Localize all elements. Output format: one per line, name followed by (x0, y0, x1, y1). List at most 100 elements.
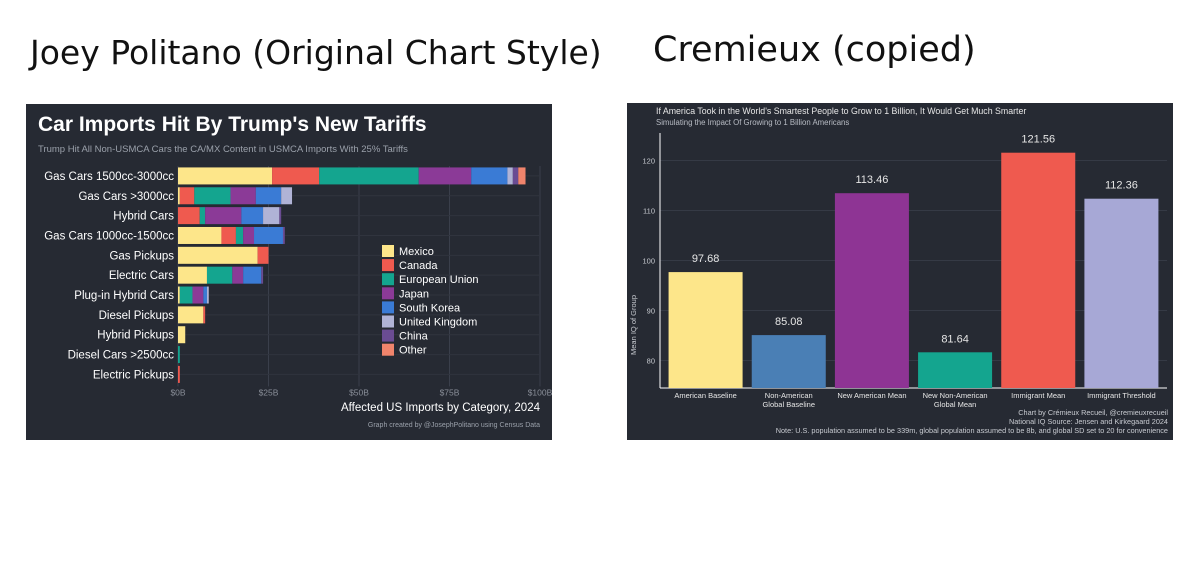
legend-label: Mexico (399, 246, 434, 258)
category-label: Diesel Pickups (99, 310, 175, 322)
bar-segment (203, 286, 207, 304)
bar-segment (192, 286, 204, 304)
bar-segment (254, 226, 283, 244)
category-label-line: Global Baseline (762, 400, 815, 409)
bar (751, 335, 826, 388)
chart-caption: Graph created by @JosephPolitano using C… (368, 422, 540, 429)
category-label: Immigrant Mean (1011, 391, 1065, 400)
bar-segment (179, 187, 195, 205)
x-tick-labels: $0B $25B $50B $75B $100B (170, 387, 552, 397)
bar-segment (178, 306, 204, 324)
value-label: 85.08 (775, 316, 803, 328)
iq-chart: If America Took in the World's Smartest … (629, 106, 1169, 435)
bar-segment (232, 266, 244, 284)
bar (834, 193, 909, 388)
bar-segment (178, 266, 207, 284)
y-tick-label: 120 (642, 157, 655, 166)
category-label: Gas Cars >3000cc (78, 191, 174, 203)
iq-chart-panel: If America Took in the World's Smartest … (627, 103, 1173, 440)
chart-title: Car Imports Hit By Trump's New Tariffs (38, 113, 427, 136)
category-label-line: Global Mean (934, 400, 977, 409)
bar-segment (206, 286, 209, 304)
legend-swatch (382, 329, 394, 342)
x-tick-label: $0B (170, 387, 185, 397)
value-label: 121.56 (1021, 134, 1055, 146)
bar-segment (243, 226, 255, 244)
legend-swatch (382, 273, 394, 286)
category-label-line: Immigrant Threshold (1087, 391, 1156, 400)
category-label-line: Immigrant Mean (1011, 391, 1065, 400)
bar-segment (241, 207, 264, 225)
category-label: Hybrid Pickups (97, 330, 174, 342)
bar-segment (178, 326, 186, 344)
bar (918, 352, 993, 388)
category-label: Gas Pickups (109, 250, 174, 262)
stacked-bars (178, 167, 526, 383)
legend-label: Other (399, 345, 427, 357)
bar-segment (507, 167, 513, 185)
bar-segment (261, 266, 264, 284)
bar-segment (179, 286, 193, 304)
note-line: Chart by Crémieux Recueil, @cremieuxrecu… (1018, 408, 1168, 417)
category-label: Hybrid Cars (113, 211, 174, 223)
bar-segment (272, 167, 320, 185)
category-label: Gas Cars 1500cc-3000cc (44, 171, 174, 183)
legend-swatch (382, 343, 394, 356)
bar-segment (178, 246, 258, 264)
category-label: New Non-American Global Mean (923, 391, 988, 409)
category-label-line: American Baseline (674, 391, 737, 400)
left-heading: Joey Politano (Original Chart Style) (30, 33, 602, 72)
x-axis-label: Affected US Imports by Category, 2024 (341, 402, 541, 414)
category-label: Diesel Cars >2500cc (68, 350, 175, 362)
note-line: National IQ Source: Jensen and Kirkegaar… (1009, 417, 1168, 426)
y-gridlines (659, 133, 1167, 389)
legend-label: United Kingdom (399, 317, 477, 329)
bar-segment (178, 346, 180, 364)
category-label: Electric Pickups (93, 369, 174, 381)
bar-segment (257, 246, 269, 264)
legend-label: European Union (399, 274, 479, 286)
car-imports-chart-panel: Car Imports Hit By Trump's New Tariffs T… (26, 104, 552, 440)
bar-segment (194, 187, 231, 205)
category-label-line: Non-American (765, 391, 813, 400)
chart-subtitle: Simulating the Impact Of Growing to 1 Bi… (656, 118, 849, 127)
value-labels: 97.68 85.08 113.46 81.64 121.56 112.36 (692, 134, 1138, 346)
bar-segment (178, 167, 273, 185)
legend: Mexico Canada European Union Japan South Kor… (382, 245, 479, 357)
bar-segment (319, 167, 419, 185)
y-tick-label: 80 (647, 357, 655, 366)
y-tick-label: 100 (642, 257, 655, 266)
bar-segment (205, 207, 242, 225)
bar-segment (282, 226, 285, 244)
y-tick-labels: 80 90 100 110 120 (642, 157, 655, 366)
bar-segment (178, 187, 180, 205)
bar (1084, 198, 1159, 388)
bar-segment (243, 266, 262, 284)
y-tick-label: 110 (643, 207, 655, 216)
category-label: Gas Cars 1000cc-1500cc (44, 230, 174, 242)
bar-segment (263, 207, 280, 225)
bar-segment (203, 306, 206, 324)
value-label: 112.36 (1105, 180, 1138, 192)
bar-segment (235, 226, 244, 244)
bar-segment (178, 226, 222, 244)
x-tick-label: $75B (440, 387, 460, 397)
bar-segment (512, 167, 519, 185)
bar-segment (230, 187, 256, 205)
bar-segment (221, 226, 236, 244)
chart-title: If America Took in the World's Smartest … (656, 106, 1026, 116)
legend-label: Canada (399, 260, 438, 272)
value-label: 97.68 (692, 253, 720, 265)
y-tick-label: 90 (647, 307, 655, 316)
y-axis-label: Mean IQ of Group (629, 295, 638, 355)
category-label-line: New Non-American (923, 391, 988, 400)
legend-swatch (382, 259, 394, 272)
category-labels: American Baseline Non-American Global Base… (674, 391, 1155, 409)
legend-label: Japan (399, 288, 429, 300)
bars (668, 152, 1159, 388)
bar-segment (279, 207, 282, 225)
chart-subtitle: Trump Hit All Non-USMCA Cars the CA/MX C… (38, 144, 408, 155)
note-line: Note: U.S. population assumed to be 339m… (776, 426, 1168, 435)
bar-segment (206, 266, 233, 284)
chart-notes: Chart by Crémieux Recueil, @cremieuxrecu… (776, 408, 1169, 435)
